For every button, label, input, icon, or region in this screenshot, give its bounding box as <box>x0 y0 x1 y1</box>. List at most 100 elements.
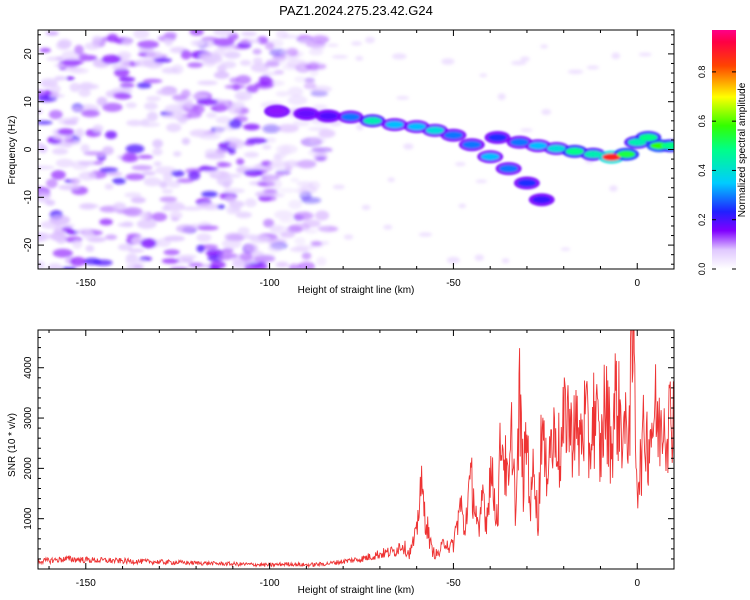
noise-blob <box>301 252 312 260</box>
noise-blob <box>119 82 135 88</box>
noise-blob <box>308 48 324 56</box>
noise-blob <box>85 245 95 252</box>
noise-blob <box>355 55 364 61</box>
noise-blob <box>74 44 84 55</box>
ridge-point <box>297 110 316 118</box>
noise-blob <box>75 128 85 138</box>
noise-blob <box>271 157 283 168</box>
noise-blob <box>302 219 321 228</box>
noise-blob <box>252 48 262 55</box>
noise-blob <box>153 57 172 63</box>
noise-blob <box>142 78 163 84</box>
noise-blob <box>52 248 73 258</box>
noise-blob <box>112 202 127 212</box>
noise-blob <box>220 61 237 69</box>
noise-blob <box>112 177 126 185</box>
noise-blob <box>236 158 245 166</box>
noise-blob <box>343 234 354 240</box>
spectrogram-noise <box>38 30 653 269</box>
snr-series-line <box>38 330 674 569</box>
noise-blob <box>441 58 455 65</box>
noise-blob <box>541 109 552 115</box>
noise-blob <box>250 63 270 73</box>
noise-blob <box>326 43 339 47</box>
noise-blob <box>294 244 315 251</box>
noise-blob <box>163 32 177 39</box>
noise-blob <box>241 31 257 37</box>
noise-blob <box>117 222 134 227</box>
noise-blob <box>50 84 61 94</box>
noise-blob <box>114 67 130 78</box>
noise-blob <box>41 78 59 83</box>
noise-blob <box>137 40 159 49</box>
figure-title: PAZ1.2024.275.23.42.G24 <box>279 3 433 18</box>
ridge-point <box>565 147 584 155</box>
noise-blob <box>54 76 67 81</box>
noise-blob <box>163 201 185 212</box>
noise-blob <box>143 177 162 187</box>
noise-blob <box>217 255 232 261</box>
noise-blob <box>234 90 253 101</box>
noise-blob <box>276 144 298 155</box>
ridge-point <box>639 134 658 141</box>
ridge-point <box>488 134 507 141</box>
noise-blob <box>197 166 219 171</box>
noise-blob <box>246 84 259 93</box>
noise-blob <box>265 175 278 186</box>
noise-blob <box>105 234 118 240</box>
noise-blob <box>264 61 280 68</box>
ridge-point <box>510 138 529 146</box>
noise-blob <box>638 52 652 57</box>
noise-blob <box>310 240 323 247</box>
noise-blob <box>61 266 77 269</box>
noise-blob <box>293 211 314 220</box>
noise-blob <box>152 148 163 156</box>
noise-blob <box>304 229 318 234</box>
noise-blob <box>267 242 283 253</box>
noise-blob <box>244 264 258 269</box>
noise-blob <box>102 102 123 112</box>
noise-blob <box>46 178 58 189</box>
ridge-point <box>319 112 338 120</box>
noise-blob <box>239 59 252 66</box>
noise-blob <box>164 235 186 242</box>
noise-blob <box>305 40 326 49</box>
noise-blob <box>611 52 621 60</box>
noise-blob <box>83 151 104 156</box>
noise-blob <box>540 44 549 49</box>
noise-blob <box>383 224 393 230</box>
noise-blob <box>392 53 407 60</box>
colorbar-tick-label: 0.8 <box>697 66 707 79</box>
ridge-point <box>385 121 404 129</box>
ridge-point <box>444 131 463 139</box>
colorbar-label: Normalized spectral amplitude <box>737 82 748 217</box>
noise-blob <box>133 30 150 39</box>
noise-blob <box>497 93 506 101</box>
noise-blob <box>196 98 219 106</box>
y-tick-label: 20 <box>23 48 34 60</box>
y-tick-label: -10 <box>23 190 34 205</box>
noise-blob <box>65 76 75 81</box>
noise-blob <box>204 153 226 160</box>
noise-blob <box>275 261 289 268</box>
noise-blob <box>191 93 210 99</box>
colorbar-gradient <box>712 30 736 269</box>
noise-blob <box>58 184 80 191</box>
noise-blob <box>295 187 308 195</box>
noise-blob <box>361 204 371 211</box>
noise-blob <box>130 196 146 204</box>
y-tick-label: 2000 <box>23 457 34 480</box>
noise-blob <box>184 100 194 109</box>
noise-blob <box>190 39 206 47</box>
noise-blob <box>244 243 259 253</box>
noise-blob <box>126 119 144 127</box>
noise-blob <box>265 78 274 84</box>
noise-blob <box>315 156 327 161</box>
noise-blob <box>228 140 245 149</box>
noise-blob <box>39 47 51 53</box>
noise-blob <box>52 148 69 155</box>
noise-blob <box>62 226 73 232</box>
noise-blob <box>139 122 161 128</box>
